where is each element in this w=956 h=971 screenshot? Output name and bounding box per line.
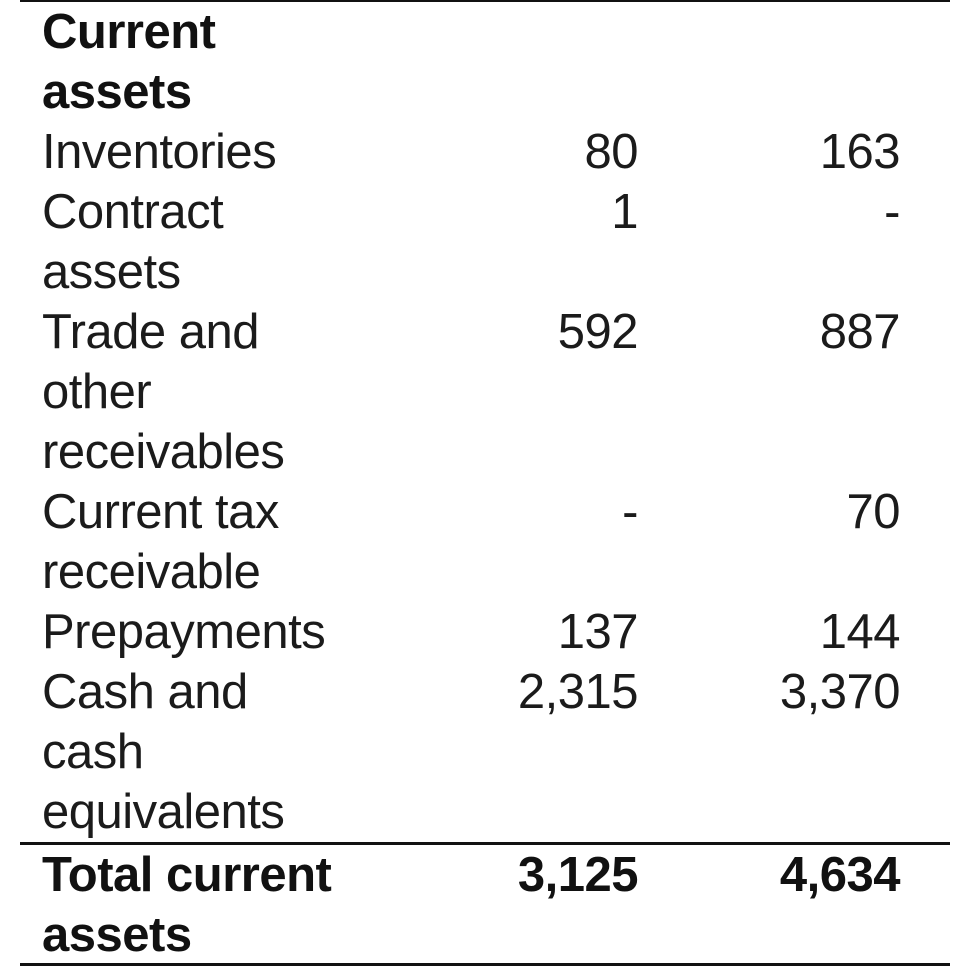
current-assets-table: Current assets Inventories 80 163 Contra… bbox=[20, 0, 950, 966]
row-label-prepayments: Prepayments bbox=[42, 605, 326, 659]
row-value-current: 1 bbox=[611, 185, 638, 239]
row-value-current: 80 bbox=[584, 125, 638, 179]
section-heading: Current assets bbox=[42, 5, 216, 119]
row-value-prior: - bbox=[884, 185, 900, 239]
row-value-prior: 3,370 bbox=[779, 665, 901, 719]
row-value-prior: 70 bbox=[846, 485, 900, 539]
row-value-current: 592 bbox=[557, 305, 639, 359]
row-value-current: 137 bbox=[557, 605, 639, 659]
total-value-prior: 4,634 bbox=[779, 848, 901, 902]
row-value-current: - bbox=[622, 485, 638, 539]
row-value-prior: 144 bbox=[819, 605, 901, 659]
total-value-current: 3,125 bbox=[517, 848, 639, 902]
row-value-prior: 887 bbox=[819, 305, 901, 359]
row-value-prior: 163 bbox=[819, 125, 901, 179]
row-label-cash-equivalents: Cash and cash equivalents bbox=[42, 665, 285, 839]
row-value-current: 2,315 bbox=[517, 665, 639, 719]
row-label-current-tax-receivable: Current tax receivable bbox=[42, 485, 279, 599]
row-label-inventories: Inventories bbox=[42, 125, 277, 179]
row-label-trade-receivables: Trade and other receivables bbox=[42, 305, 285, 479]
total-divider bbox=[20, 842, 950, 845]
total-label: Total current assets bbox=[42, 848, 332, 962]
row-label-contract-assets: Contract assets bbox=[42, 185, 224, 299]
